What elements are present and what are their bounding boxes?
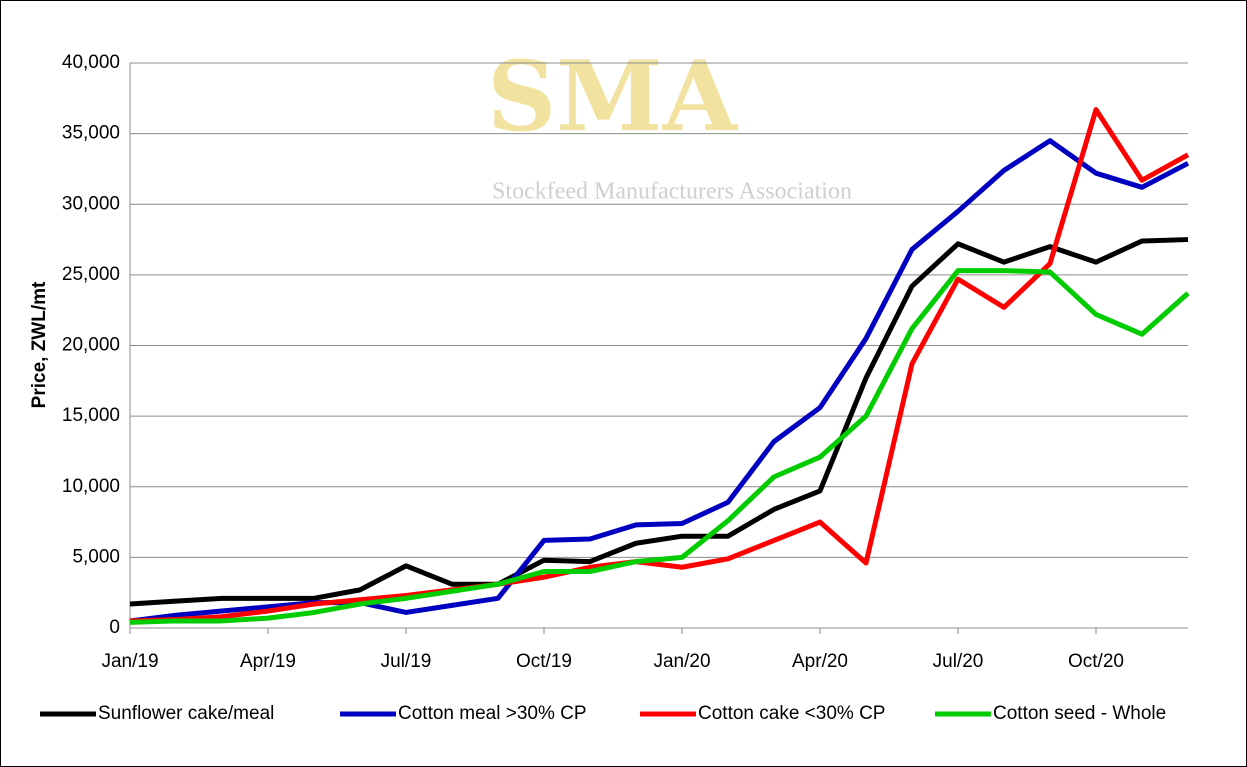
- y-tick-label: 30,000: [62, 193, 120, 214]
- x-tick-label: Apr/20: [792, 651, 848, 672]
- y-axis-label: Price, ZWL/mt: [29, 281, 50, 408]
- x-tick-label: Jan/19: [101, 651, 158, 672]
- page: SMA Stockfeed Manufacturers Association …: [0, 0, 1247, 767]
- chart: SMA Stockfeed Manufacturers Association …: [0, 0, 1247, 767]
- x-tick-label: Oct/20: [1068, 651, 1124, 672]
- x-tick-label: Jan/20: [653, 651, 710, 672]
- x-tick-label: Apr/19: [240, 651, 296, 672]
- legend-label: Cotton cake <30% CP: [698, 703, 885, 724]
- y-tick-label: 35,000: [62, 123, 120, 144]
- y-tick-label: 40,000: [62, 52, 120, 73]
- watermark-subtitle: Stockfeed Manufacturers Association: [492, 179, 852, 205]
- y-tick-label: 10,000: [62, 476, 120, 497]
- y-tick-label: 15,000: [62, 405, 120, 426]
- x-tick-label: Oct/19: [516, 651, 572, 672]
- legend-label: Cotton meal >30% CP: [398, 703, 587, 724]
- watermark-title: SMA: [487, 40, 739, 153]
- y-tick-label: 25,000: [62, 264, 120, 285]
- y-tick-label: 0: [109, 617, 120, 638]
- y-tick-label: 20,000: [62, 335, 120, 356]
- y-tick-label: 5,000: [72, 546, 120, 567]
- x-tick-label: Jul/20: [933, 651, 984, 672]
- legend-label: Sunflower cake/meal: [98, 703, 274, 724]
- x-tick-label: Jul/19: [381, 651, 432, 672]
- legend-label: Cotton seed - Whole: [993, 703, 1166, 724]
